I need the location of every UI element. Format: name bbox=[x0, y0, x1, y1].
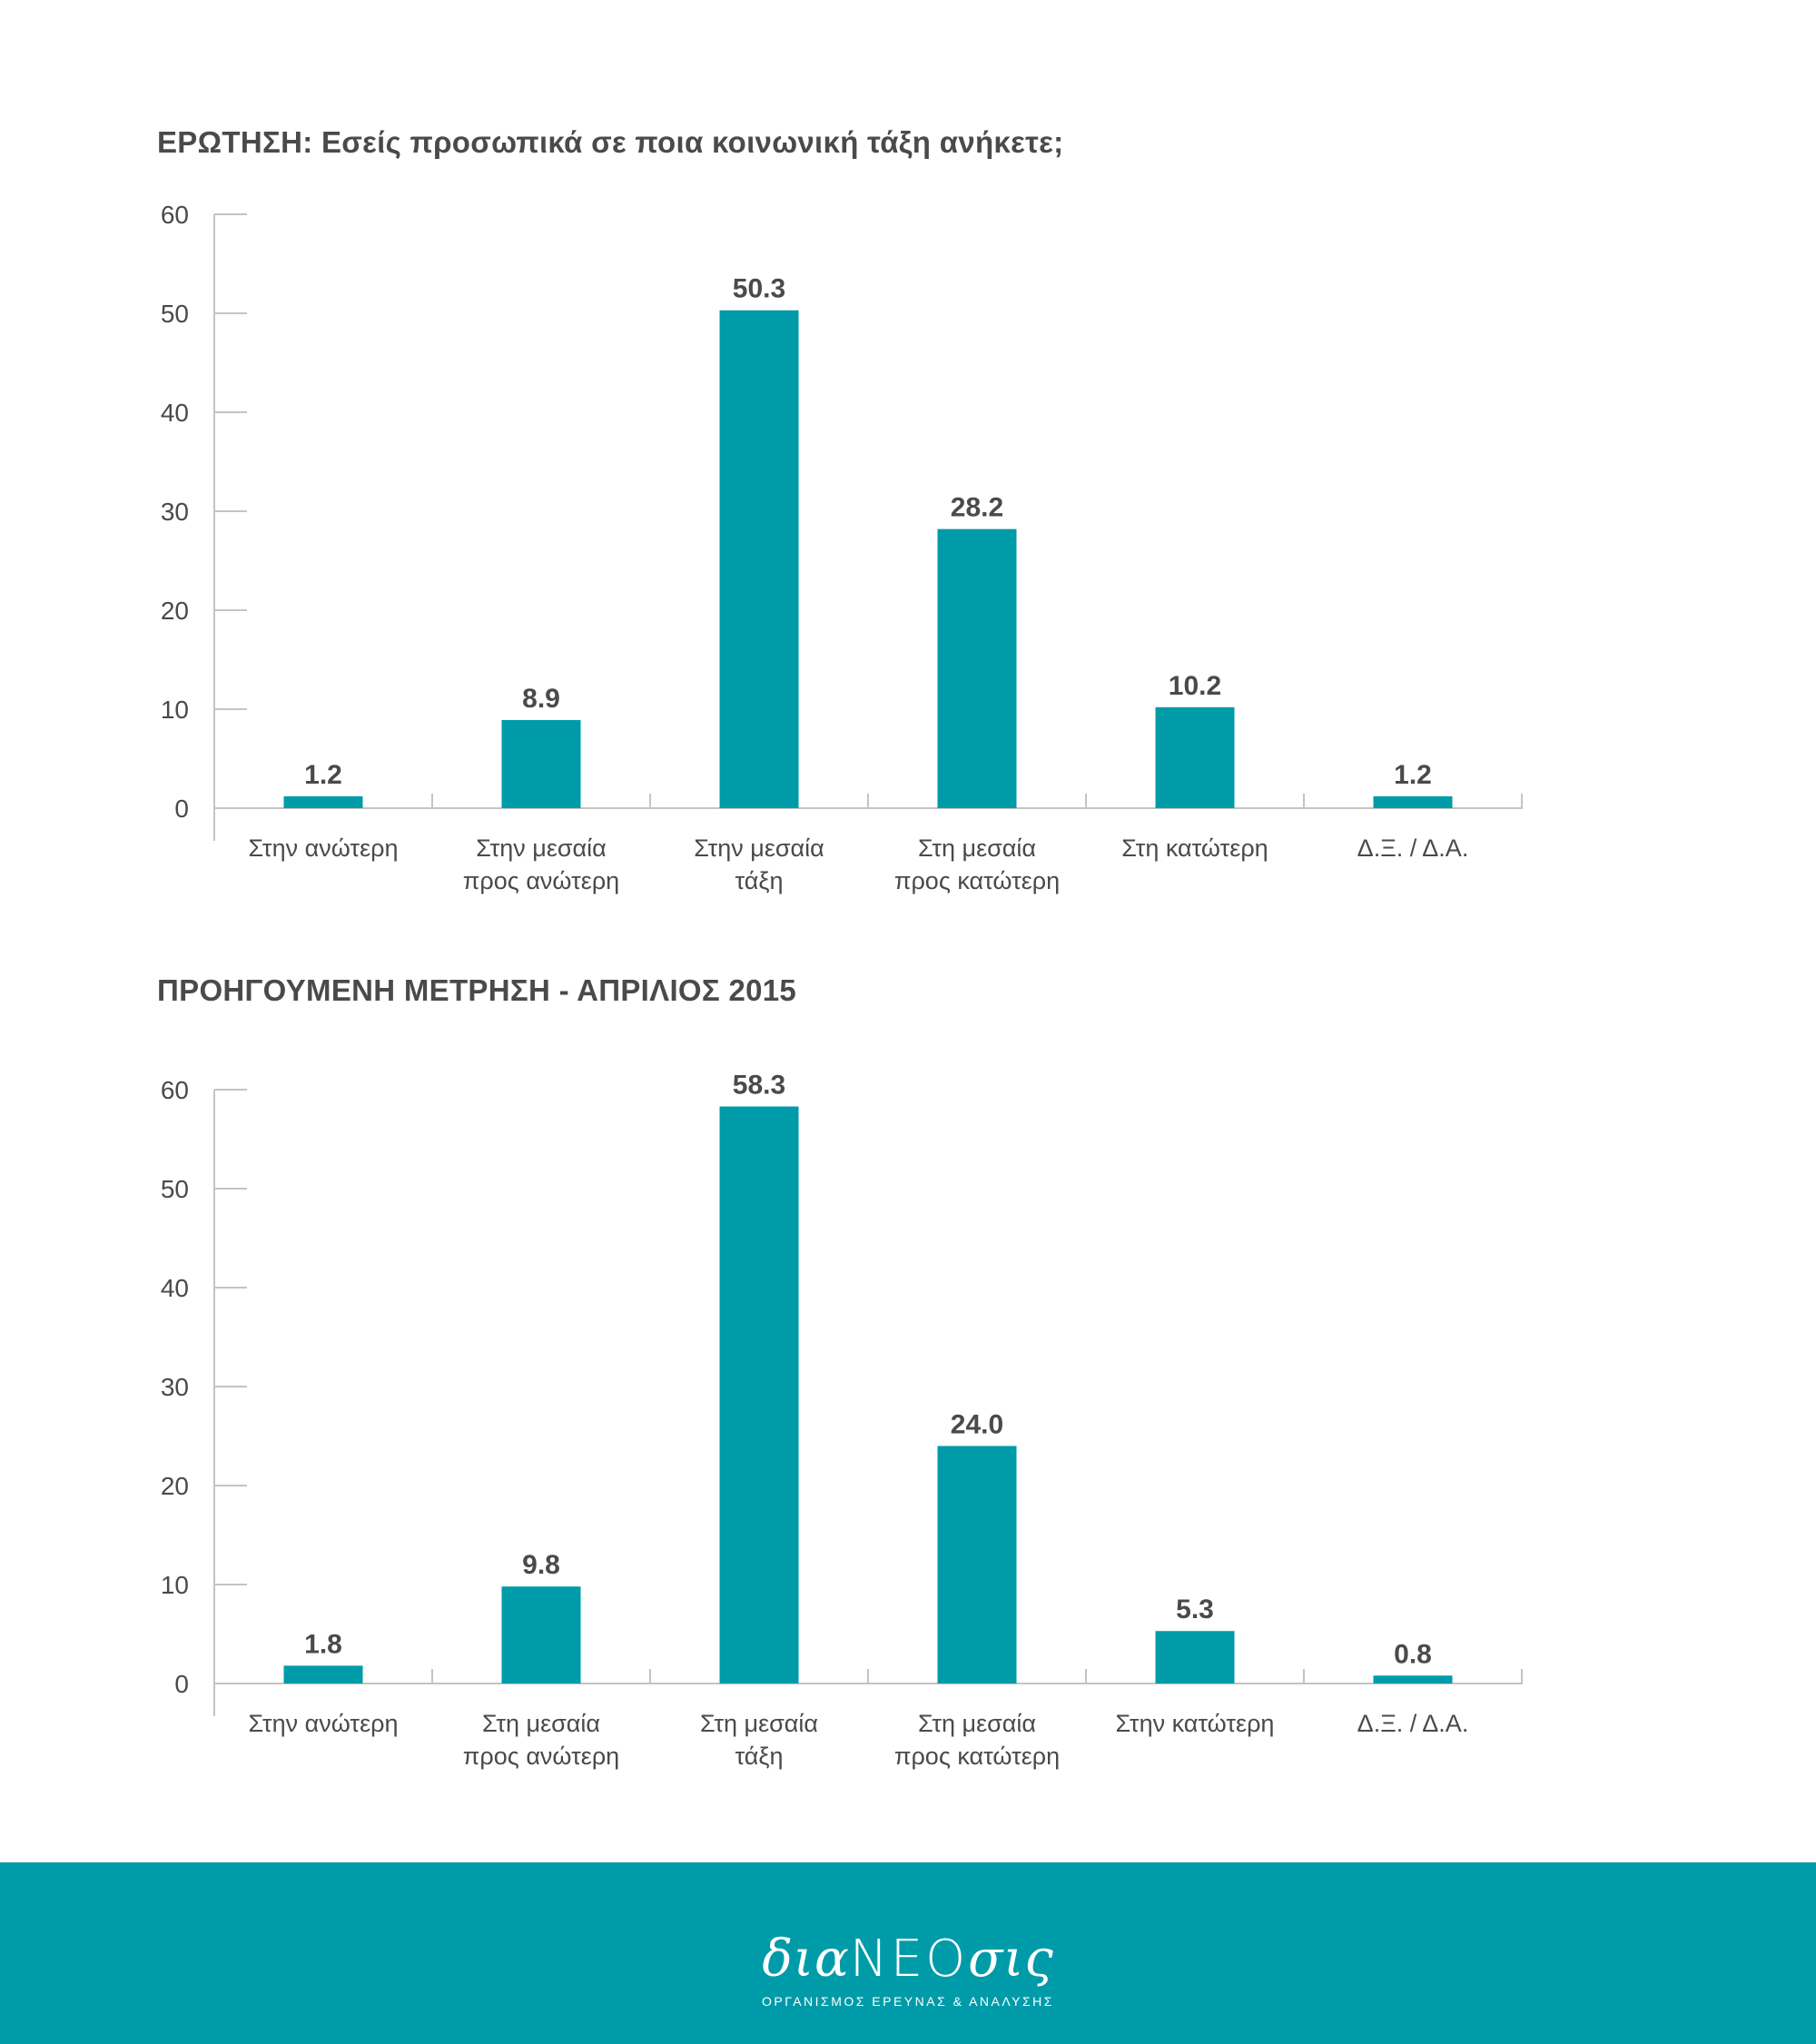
data-label: 0.8 bbox=[1394, 1639, 1432, 1669]
x-tick-label: Στην ανώτερη bbox=[249, 1710, 399, 1737]
x-tick-label: Στην κατώτερη bbox=[1116, 1710, 1275, 1737]
y-tick-label: 30 bbox=[161, 1373, 189, 1401]
data-label: 1.8 bbox=[304, 1629, 342, 1659]
chart-1-title: ΕΡΩΤΗΣΗ: Εσείς προσωπικά σε ποια κοινωνι… bbox=[157, 125, 1064, 159]
x-tick-label: τάξη bbox=[735, 867, 784, 894]
y-tick-label: 20 bbox=[161, 1472, 189, 1500]
x-tick-label: τάξη bbox=[735, 1743, 784, 1770]
bar bbox=[283, 795, 363, 808]
x-tick-label: Στη μεσαία bbox=[700, 1710, 818, 1737]
y-tick-label: 50 bbox=[161, 1175, 189, 1203]
y-tick-label: 50 bbox=[161, 300, 189, 328]
logo-part-caps: ΝΕΟ bbox=[849, 1930, 969, 1989]
data-label: 8.9 bbox=[522, 684, 560, 714]
data-label: 1.2 bbox=[1394, 760, 1432, 790]
bar bbox=[719, 1106, 799, 1684]
data-label: 9.8 bbox=[522, 1550, 560, 1580]
bar bbox=[1373, 1675, 1453, 1684]
dianeosis-logo: διαΝΕΟσις bbox=[0, 1934, 1816, 1985]
bar bbox=[937, 528, 1017, 808]
y-tick-label: 0 bbox=[174, 795, 189, 823]
x-tick-label: Στη μεσαία bbox=[918, 1710, 1036, 1737]
data-label: 50.3 bbox=[733, 274, 785, 304]
x-tick-label: Στη κατώτερη bbox=[1121, 834, 1268, 862]
chart-1: 0 10 20 30 40 50 60 1.2 Στην ανώτερη 8.9 Στην μεσα… bbox=[161, 201, 1523, 894]
chart-2-title: ΠΡΟΗΓΟΥΜΕΝΗ ΜΕΤΡΗΣΗ - ΑΠΡΙΛΙΟΣ 2015 bbox=[157, 973, 797, 1007]
y-tick-label: 10 bbox=[161, 696, 189, 724]
x-tick-label: προς ανώτερη bbox=[463, 867, 619, 894]
y-tick-label: 30 bbox=[161, 498, 189, 526]
logo-tagline: ΟΡΓΑΝΙΣΜΟΣ ΕΡΕΥΝΑΣ & ΑΝΑΛΥΣΗΣ bbox=[762, 1994, 1054, 2009]
y-tick-label: 0 bbox=[174, 1670, 189, 1698]
bar bbox=[937, 1446, 1017, 1684]
x-tick-label: προς κατώτερη bbox=[894, 867, 1060, 894]
chart-2: 0 10 20 30 40 50 60 1.8 Στην ανώτερη 9.8 Στη μεσαί… bbox=[161, 1071, 1523, 1770]
x-tick-label: προς κατώτερη bbox=[894, 1743, 1060, 1770]
x-tick-label: Στη μεσαία bbox=[918, 834, 1036, 862]
x-tick-label: Δ.Ξ. / Δ.Α. bbox=[1357, 1710, 1469, 1737]
logo-part-lower-2: σις bbox=[968, 1930, 1054, 1989]
bar bbox=[283, 1665, 363, 1684]
bar bbox=[1155, 1631, 1235, 1684]
footer-band bbox=[0, 1862, 1816, 2044]
y-tick-label: 40 bbox=[161, 1274, 189, 1302]
y-tick-label: 60 bbox=[161, 1076, 189, 1104]
data-label: 5.3 bbox=[1176, 1595, 1214, 1624]
logo-part-lower-1: δια bbox=[762, 1930, 850, 1989]
bar bbox=[1155, 706, 1235, 808]
data-label: 58.3 bbox=[733, 1071, 785, 1101]
x-tick-label: Στη μεσαία bbox=[482, 1710, 600, 1737]
x-tick-label: Δ.Ξ. / Δ.Α. bbox=[1357, 834, 1469, 862]
y-tick-label: 40 bbox=[161, 399, 189, 427]
x-tick-label: Στην μεσαία bbox=[476, 834, 607, 862]
bar bbox=[719, 310, 799, 808]
data-label: 24.0 bbox=[951, 1409, 1003, 1439]
data-label: 1.2 bbox=[304, 760, 342, 790]
bar bbox=[501, 1586, 581, 1684]
y-tick-label: 60 bbox=[161, 201, 189, 229]
data-label: 10.2 bbox=[1169, 671, 1221, 701]
data-label: 28.2 bbox=[951, 493, 1003, 523]
x-tick-label: Στην μεσαία bbox=[694, 834, 824, 862]
x-tick-label: Στην ανώτερη bbox=[249, 834, 399, 862]
y-tick-label: 10 bbox=[161, 1571, 189, 1599]
x-tick-label: προς ανώτερη bbox=[463, 1743, 619, 1770]
y-tick-label: 20 bbox=[161, 597, 189, 625]
bar bbox=[1373, 795, 1453, 808]
bar bbox=[501, 719, 581, 808]
